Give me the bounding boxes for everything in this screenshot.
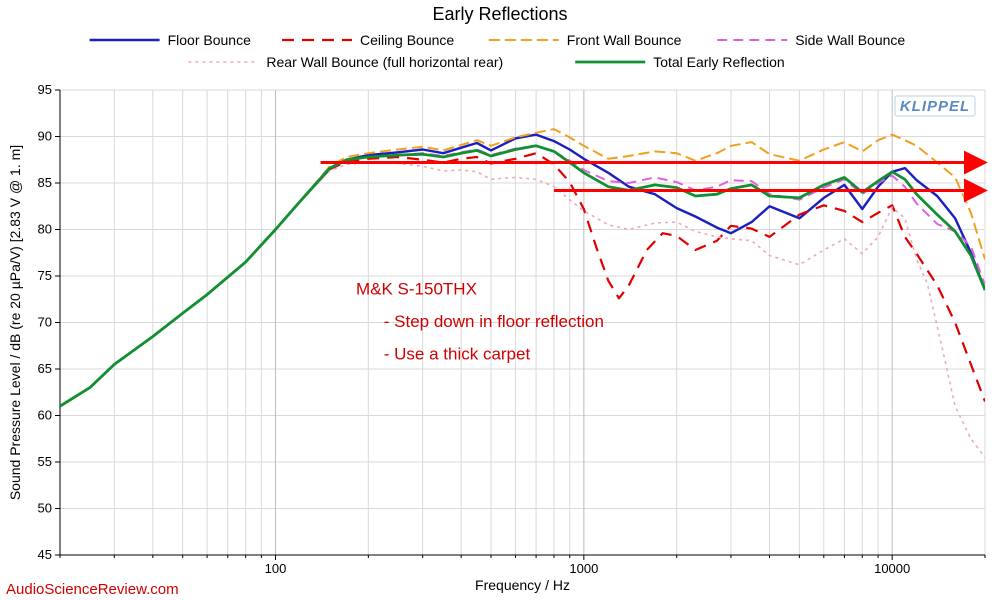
y-tick-label: 85 xyxy=(38,175,52,190)
x-tick-label: 100 xyxy=(265,561,287,576)
brand-label: KLIPPEL xyxy=(900,98,970,115)
y-tick-label: 65 xyxy=(38,361,52,376)
y-tick-label: 45 xyxy=(38,547,52,562)
y-tick-label: 60 xyxy=(38,408,52,423)
legend-label: Rear Wall Bounce (full horizontal rear) xyxy=(266,54,503,70)
annotation-text: - Step down in floor reflection xyxy=(384,312,604,331)
annotation-text: M&K S-150THX xyxy=(356,280,477,299)
y-tick-label: 95 xyxy=(38,82,52,97)
legend-label: Total Early Reflection xyxy=(653,54,785,70)
y-tick-label: 70 xyxy=(38,315,52,330)
y-tick-label: 80 xyxy=(38,222,52,237)
chart-root: 45 50 55 60 65 70 75 80 85 90 95 100 1000 10000 Freque… xyxy=(0,0,1000,600)
legend-label: Floor Bounce xyxy=(168,32,251,48)
legend-label: Ceiling Bounce xyxy=(360,32,454,48)
y-tick-label: 75 xyxy=(38,268,52,283)
x-tick-label: 1000 xyxy=(569,561,598,576)
watermark: AudioScienceReview.com xyxy=(6,581,179,598)
y-tick-label: 50 xyxy=(38,501,52,516)
y-tick-label: 90 xyxy=(38,129,52,144)
legend-label: Front Wall Bounce xyxy=(567,32,682,48)
y-axis-label: Sound Pressure Level / dB (re 20 µPa/V) … xyxy=(7,145,23,500)
y-tick-label: 55 xyxy=(38,454,52,469)
annotation-text: - Use a thick carpet xyxy=(384,345,531,364)
chart-title: Early Reflections xyxy=(432,4,567,24)
chart-svg: 45 50 55 60 65 70 75 80 85 90 95 100 1000 10000 Freque… xyxy=(0,0,1000,600)
x-tick-label: 10000 xyxy=(874,561,910,576)
legend-label: Side Wall Bounce xyxy=(795,32,905,48)
x-axis-label: Frequency / Hz xyxy=(475,577,570,593)
